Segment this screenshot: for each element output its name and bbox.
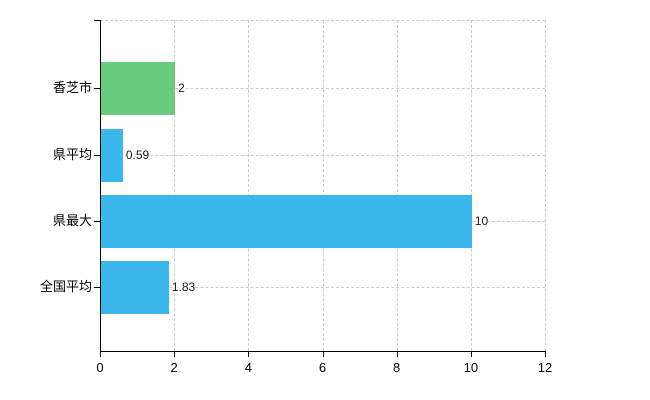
y-axis — [100, 20, 101, 352]
x-axis-tick — [545, 351, 546, 357]
y-axis-tick — [94, 155, 100, 156]
y-axis-end-tick — [94, 20, 100, 21]
bar-value-label: 2 — [178, 81, 185, 95]
y-axis-label: 県最大 — [52, 213, 92, 228]
horizontal-gridline — [100, 155, 545, 156]
bar-value-label: 10 — [474, 214, 489, 228]
y-axis-tick — [94, 221, 100, 222]
y-axis-label: 香芝市 — [52, 80, 92, 95]
vertical-gridline — [248, 20, 250, 351]
x-axis-tick — [248, 351, 250, 357]
x-axis-tick — [100, 351, 101, 357]
x-axis-tick-label: 12 — [537, 360, 553, 375]
bar — [101, 61, 176, 115]
vertical-gridline — [396, 20, 398, 351]
horizontal-gridline — [100, 88, 545, 89]
x-axis-tick-label: 2 — [170, 360, 178, 375]
x-axis-tick-label: 6 — [318, 360, 327, 375]
x-axis-tick — [470, 351, 472, 357]
y-axis-tick — [94, 287, 100, 288]
x-axis-tick-label: 10 — [463, 360, 479, 375]
vertical-gridline — [545, 20, 546, 351]
vertical-gridline — [174, 20, 176, 351]
y-axis-label: 全国平均 — [39, 279, 92, 294]
bar-value-label: 0.59 — [125, 148, 150, 162]
x-axis-tick-label: 0 — [96, 360, 104, 375]
y-axis-label: 県平均 — [52, 147, 92, 162]
vertical-gridline — [470, 20, 472, 351]
x-axis-tick — [174, 351, 176, 357]
x-axis-tick-label: 4 — [244, 360, 252, 375]
x-axis-tick — [322, 351, 324, 357]
y-axis-tick — [94, 88, 100, 89]
bar — [101, 260, 169, 314]
bar — [101, 128, 123, 182]
x-axis-tick-label: 8 — [393, 360, 401, 375]
bar — [101, 194, 472, 248]
vertical-gridline — [322, 20, 324, 351]
x-axis-tick — [396, 351, 398, 357]
bar-value-label: 1.83 — [171, 280, 196, 294]
horizontal-gridline — [100, 287, 545, 288]
